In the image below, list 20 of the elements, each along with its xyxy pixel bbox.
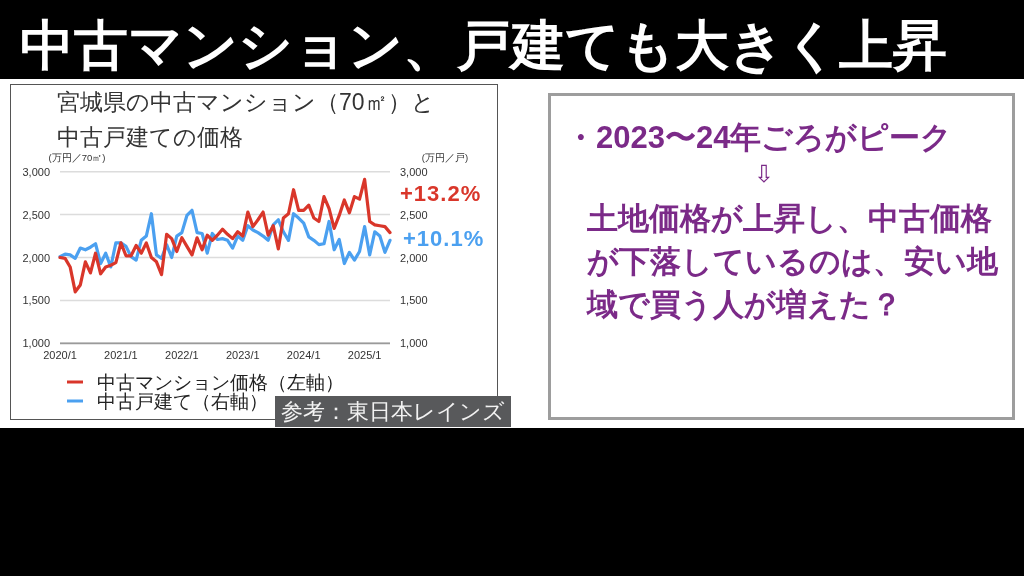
xtick: 2020/1 (43, 349, 77, 362)
ytick: 2,000 (22, 251, 50, 264)
xtick: 2023/1 (225, 349, 260, 362)
y2tick: 2,000 (400, 251, 428, 264)
ylabel: (万円／70㎡) (48, 152, 106, 164)
xtick: 2022/1 (165, 349, 199, 362)
ytick: 1,500 (22, 294, 50, 307)
xtick: 2025/1 (347, 349, 382, 362)
ytick: 2,500 (22, 208, 50, 221)
y2tick: 3,000 (400, 165, 428, 178)
y2tick: 2,500 (400, 208, 428, 221)
y2tick: 1,500 (400, 294, 428, 307)
title: 宮城県の中古マンション（70㎡）と中古戸建ての価格 (57, 88, 436, 152)
ytick: 1,000 (22, 337, 50, 350)
xtick: 2021/1 (104, 349, 138, 362)
y2tick: 1,000 (400, 337, 428, 350)
ytick: 3,000 (22, 165, 50, 178)
y2label: (万円／戸) (421, 152, 469, 164)
title: 中古マンション、戸建ても大きく上昇 (20, 14, 947, 77)
xtick: 2024/1 (286, 349, 321, 362)
